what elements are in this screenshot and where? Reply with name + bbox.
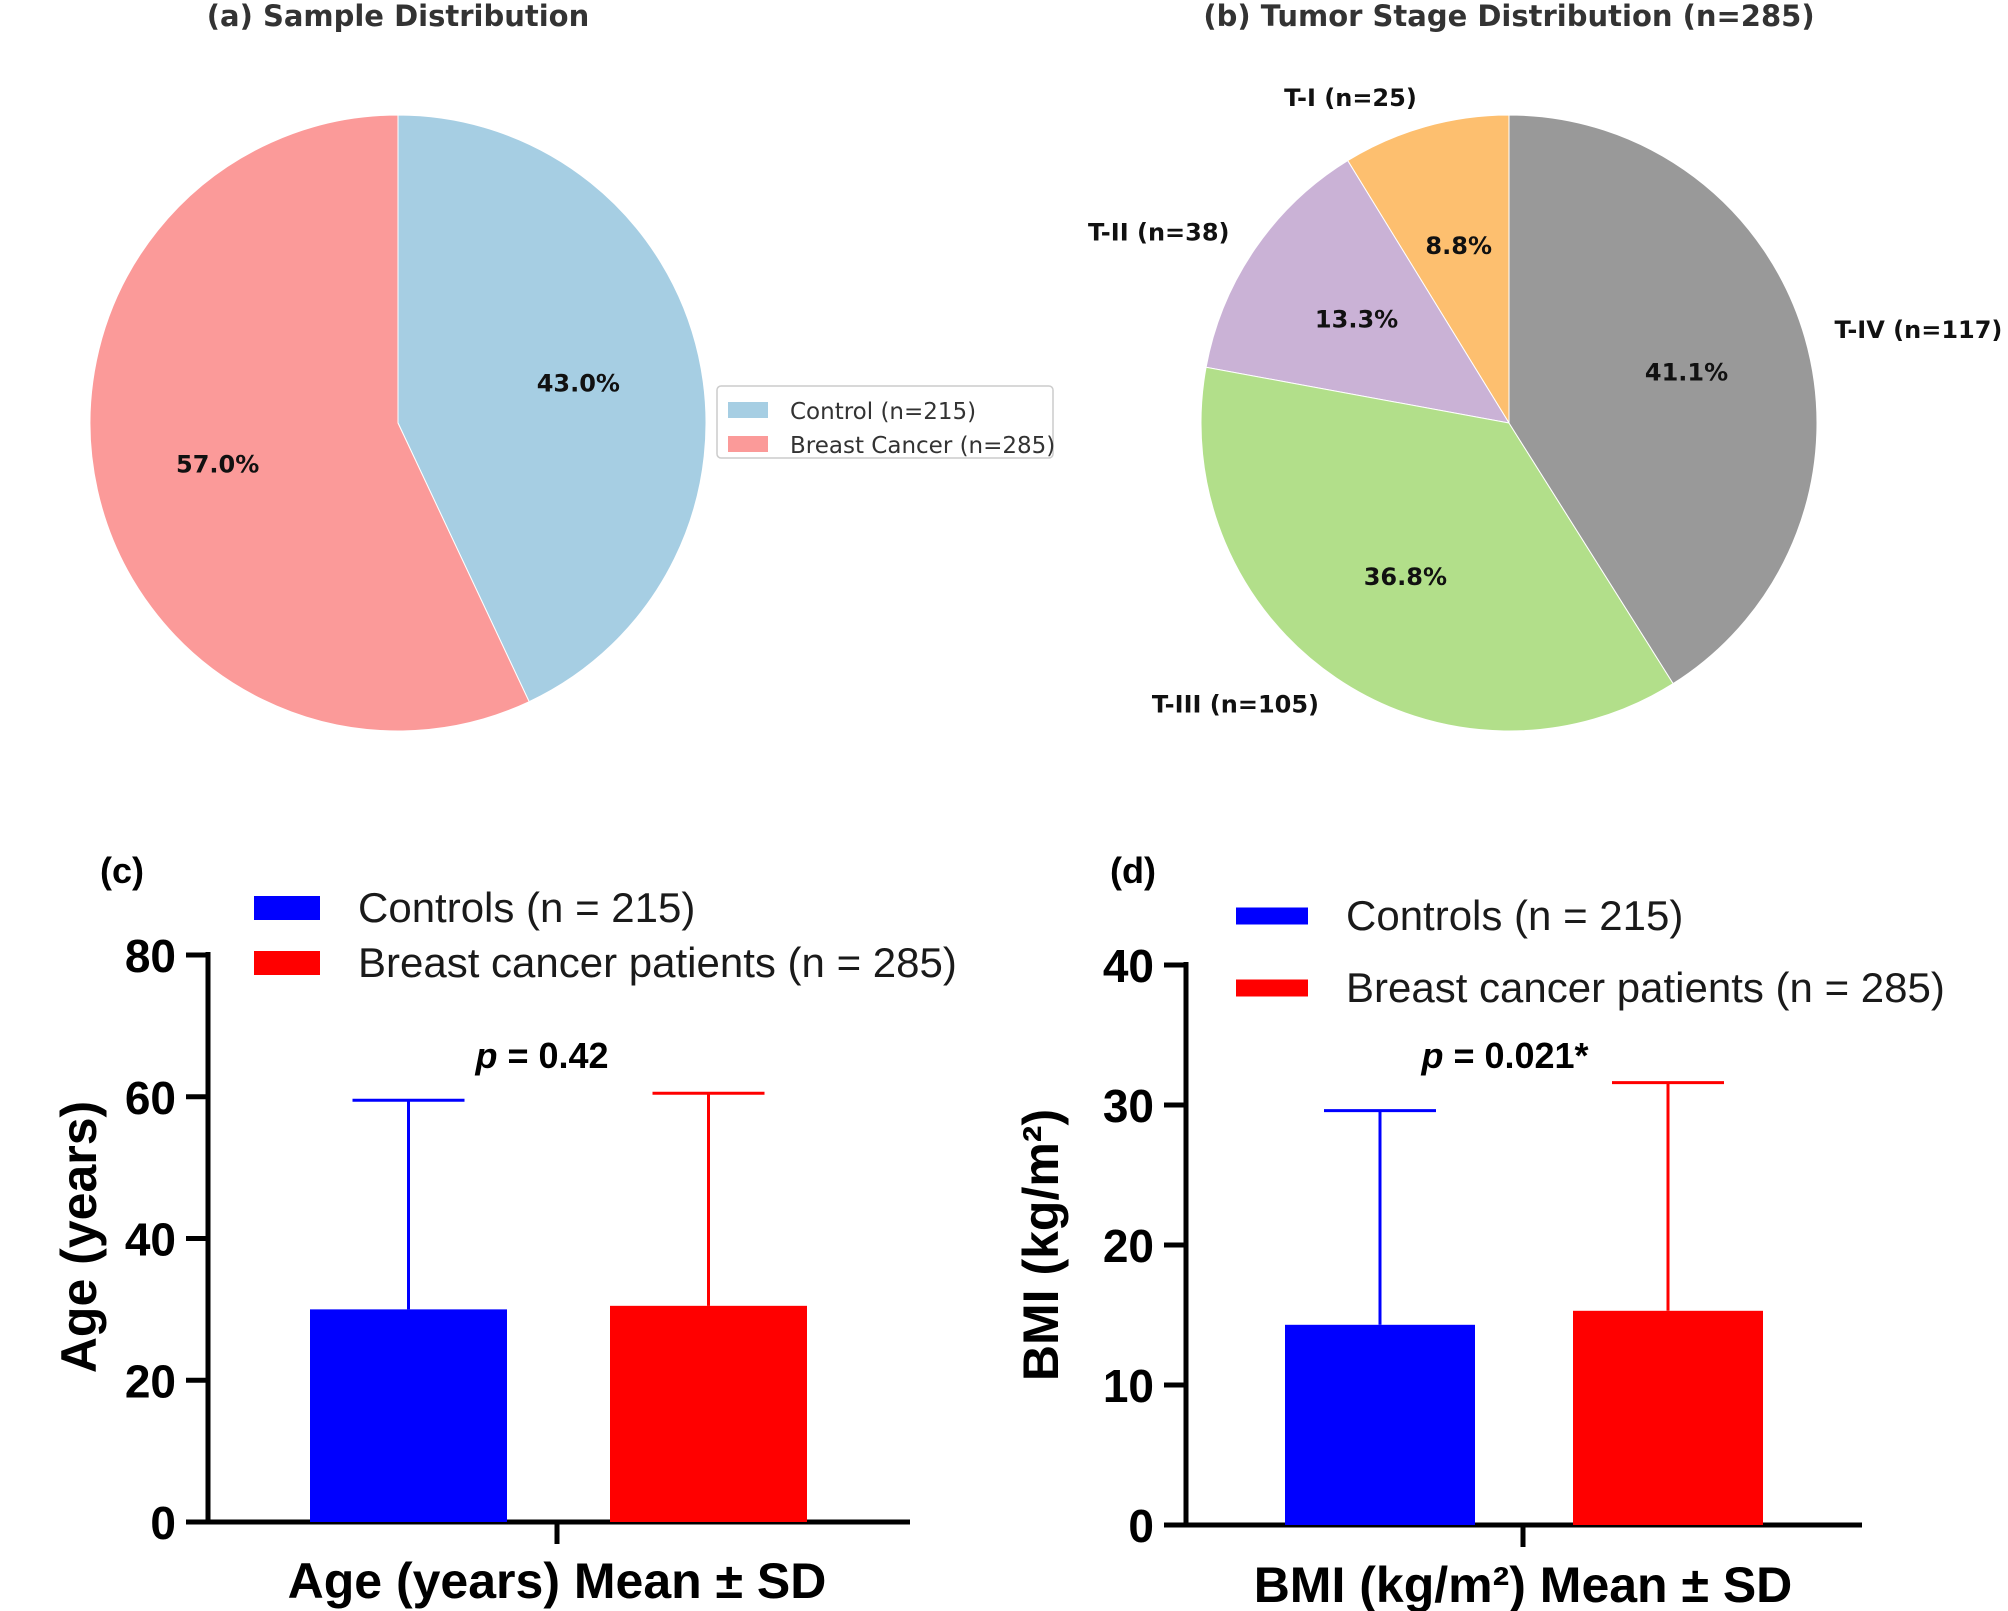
bar-breast-cancer-patients-n-285 — [610, 1305, 807, 1522]
bar-controls-n-215 — [1285, 1324, 1475, 1525]
y-tick-label: 30 — [1103, 1080, 1154, 1132]
y-tick-label: 20 — [125, 1355, 176, 1407]
pie-slice-t-iv-n-117 — [1508, 114, 1818, 685]
pie-slice-control-n-215 — [397, 114, 707, 703]
y-tick-label: 10 — [1103, 1360, 1154, 1412]
p-value-annotation: p = 0.021* — [1420, 1035, 1588, 1076]
pie-slice-t-iii-n-105 — [1200, 366, 1674, 732]
bar-breast-cancer-patients-n-285 — [1573, 1310, 1763, 1525]
legend-label: Breast cancer patients (n = 285) — [1346, 964, 1945, 1011]
legend-label: Breast cancer patients (n = 285) — [358, 939, 957, 986]
pie-pct-label: 8.8% — [1425, 232, 1492, 260]
legend-swatch — [254, 951, 320, 975]
y-tick-label: 80 — [125, 930, 176, 982]
legend-frame — [716, 385, 1054, 459]
pie-slice-label: T-III (n=105) — [1152, 691, 1319, 719]
y-tick-label: 20 — [1103, 1220, 1154, 1272]
panel-a-legend: Control (n=215) Breast Cancer (n=285) — [716, 385, 1055, 459]
panel-b-title: (b) Tumor Stage Distribution (n=285) — [1203, 0, 1814, 33]
panel-a-title: (a) Sample Distribution — [207, 0, 589, 33]
pie-slice-t-ii-n-38 — [1205, 159, 1511, 424]
pie-slice-label: T-II (n=38) — [1088, 218, 1230, 246]
pie-pct-label: 57.0% — [176, 450, 259, 478]
legend-label: Controls (n = 215) — [1346, 892, 1683, 939]
legend-swatch — [728, 402, 768, 418]
panel-c-age-bar-chart: (c) Controls (n = 215) Breast cancer pati… — [51, 850, 957, 1609]
legend-swatch — [1236, 907, 1308, 925]
legend-swatch — [1236, 979, 1308, 997]
legend-swatch — [254, 896, 320, 920]
pie-pct-label: 43.0% — [537, 370, 620, 398]
x-axis-label: Age (years) Mean ± SD — [288, 1553, 827, 1609]
pie-slice-breast-cancer-n-285 — [89, 114, 530, 732]
pie-slice-label: T-I (n=25) — [1284, 84, 1417, 112]
legend-label: Controls (n = 215) — [358, 884, 695, 931]
pie-pct-label: 36.8% — [1364, 563, 1447, 591]
y-tick-label: 0 — [1128, 1500, 1154, 1552]
panel-d-tag: (d) — [1110, 850, 1156, 891]
pie-pct-label: 13.3% — [1315, 306, 1398, 334]
pie-slice-t-i-n-25 — [1347, 114, 1510, 425]
legend-label: Control (n=215) — [790, 399, 976, 425]
panel-d-bmi-bar-chart: (d) Controls (n = 215) Breast cancer pati… — [1013, 850, 1945, 1611]
p-value-annotation: p = 0.42 — [474, 1035, 608, 1076]
pie-slice-label: T-IV (n=117) — [1835, 316, 2003, 344]
panel-c-tag: (c) — [100, 850, 144, 891]
pie-pct-label: 41.1% — [1645, 359, 1728, 387]
legend-label: Breast Cancer (n=285) — [790, 433, 1055, 459]
bar-controls-n-215 — [310, 1309, 507, 1522]
y-axis-label: Age (years) — [51, 1101, 107, 1373]
y-tick-label: 40 — [125, 1214, 176, 1266]
x-axis-label: BMI (kg/m²) Mean ± SD — [1254, 1557, 1793, 1611]
y-tick-label: 40 — [1103, 940, 1154, 992]
panel-a-sample-distribution: (a) Sample Distribution 43.0% 57.0% Contr… — [89, 0, 1055, 732]
y-axis-label: BMI (kg/m²) — [1013, 1109, 1069, 1381]
legend-swatch — [728, 436, 768, 452]
y-tick-label: 0 — [150, 1497, 176, 1549]
panel-b-tumor-stage-distribution: (b) Tumor Stage Distribution (n=285) 8.8… — [1088, 0, 2003, 732]
y-tick-label: 60 — [125, 1072, 176, 1124]
